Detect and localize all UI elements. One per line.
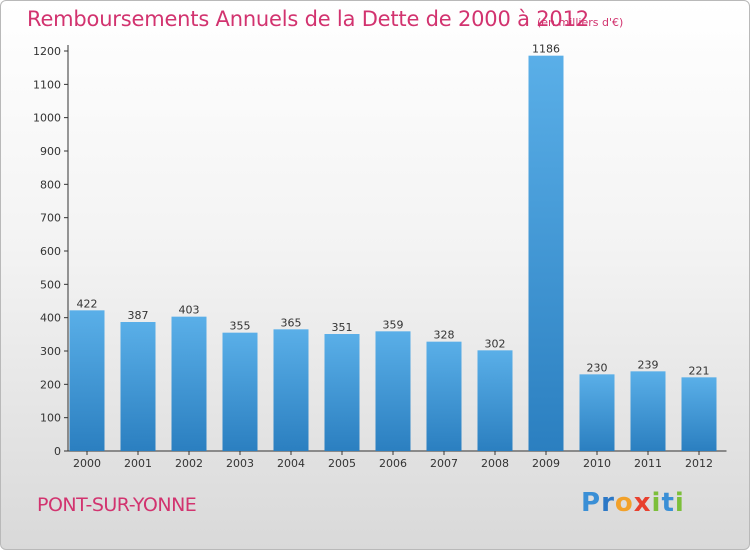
x-tick-label: 2007 <box>430 457 458 470</box>
logo-letter: t <box>661 488 675 518</box>
bar-2006 <box>375 331 411 451</box>
bar-value-label: 365 <box>281 316 302 329</box>
x-tick-label: 2004 <box>277 457 305 470</box>
x-tick-label: 2012 <box>685 457 713 470</box>
bar-value-label: 328 <box>434 329 455 342</box>
chart-title: Remboursements Annuels de la Dette de 20… <box>27 7 589 31</box>
bar-value-label: 239 <box>638 358 659 371</box>
logo-letter: r <box>601 488 615 518</box>
x-tick-label: 2008 <box>481 457 509 470</box>
bar-2011 <box>630 371 666 451</box>
bar-value-label: 230 <box>587 361 608 374</box>
bar-2000 <box>69 310 105 451</box>
bar-2008 <box>477 350 513 451</box>
chart-bars: 422 387 403 355 365 351 359 328 302 1186 230 239 221 <box>69 43 717 452</box>
logo-letter: i <box>674 488 685 518</box>
x-tick-label: 2006 <box>379 457 407 470</box>
bar-value-label: 387 <box>128 309 149 322</box>
proxiti-logo: Proxiti <box>581 488 685 518</box>
x-tick-label: 2000 <box>73 457 101 470</box>
y-tick-label: 900 <box>40 145 61 158</box>
x-tick-label: 2002 <box>175 457 203 470</box>
y-tick-label: 200 <box>40 378 61 391</box>
logo-letter: i <box>651 488 662 518</box>
x-tick-label: 2011 <box>634 457 662 470</box>
bar-value-label: 302 <box>485 337 506 350</box>
bar-value-label: 351 <box>332 321 353 334</box>
x-tick-label: 2009 <box>532 457 560 470</box>
commune-name: PONT-SUR-YONNE <box>37 494 197 516</box>
x-tick-label: 2001 <box>124 457 152 470</box>
bar-value-label: 422 <box>77 297 98 310</box>
bar-2005 <box>324 334 360 451</box>
y-tick-label: 500 <box>40 278 61 291</box>
bar-value-label: 1186 <box>532 43 560 56</box>
x-tick-label: 2005 <box>328 457 356 470</box>
bar-2004 <box>273 329 309 451</box>
bar-value-label: 403 <box>179 304 200 317</box>
y-tick-label: 800 <box>40 178 61 191</box>
y-tick-label: 400 <box>40 312 61 325</box>
bar-value-label: 221 <box>689 364 710 377</box>
bar-2007 <box>426 341 462 451</box>
y-tick-label: 1100 <box>33 78 61 91</box>
x-tick-label: 2010 <box>583 457 611 470</box>
chart-subtitle: (en milliers d'€) <box>537 16 624 29</box>
chart-axes: 0 100 200 300 400 500 600 700 800 900 1000 1100 1200… <box>33 45 727 470</box>
logo-letter: P <box>581 488 602 518</box>
y-tick-label: 1200 <box>33 45 61 58</box>
y-tick-label: 700 <box>40 212 61 225</box>
bar-value-label: 355 <box>230 320 251 333</box>
bar-2003 <box>222 332 258 451</box>
bar-2002 <box>171 316 207 451</box>
y-tick-label: 100 <box>40 412 61 425</box>
bar-2001 <box>120 322 156 451</box>
x-tick-label: 2003 <box>226 457 254 470</box>
bar-2010 <box>579 374 615 451</box>
bar-2009 <box>528 55 564 452</box>
y-tick-label: 1000 <box>33 112 61 125</box>
y-tick-label: 600 <box>40 245 61 258</box>
bar-2012 <box>681 377 717 451</box>
logo-letter: o <box>614 488 634 518</box>
y-tick-label: 0 <box>54 445 61 458</box>
bar-value-label: 359 <box>383 318 404 331</box>
logo-letter: x <box>633 488 652 518</box>
y-tick-label: 300 <box>40 345 61 358</box>
